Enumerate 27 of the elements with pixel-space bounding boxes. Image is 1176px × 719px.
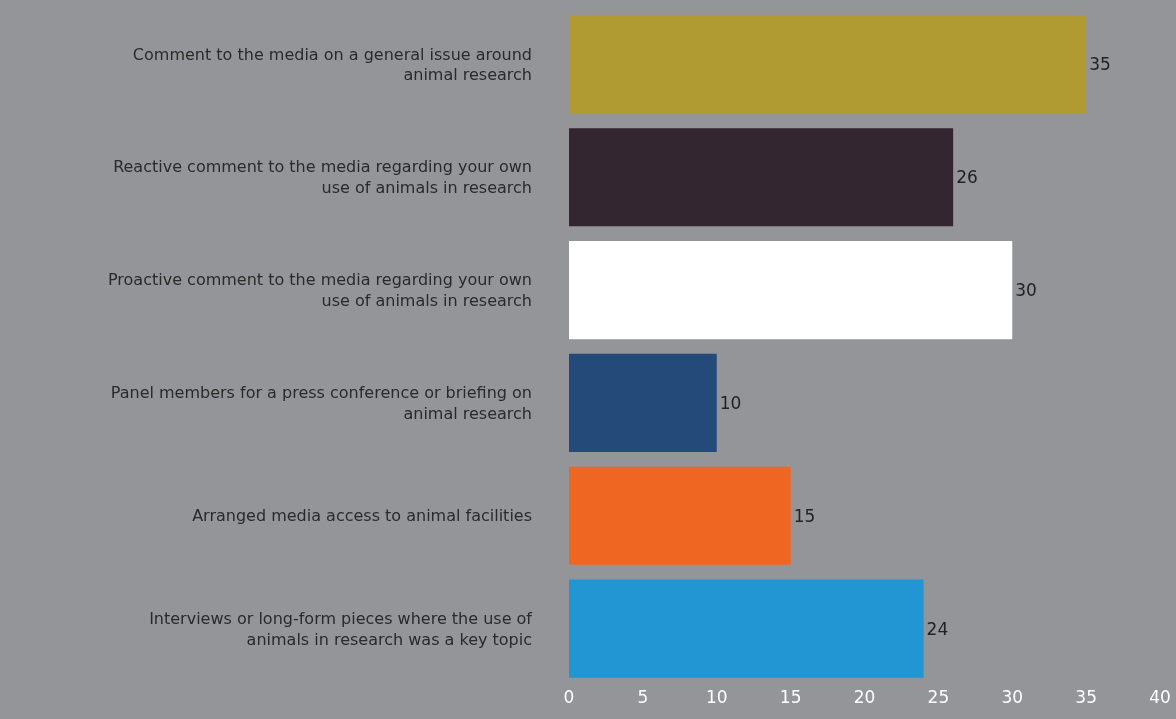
- bar: [569, 15, 1087, 114]
- y-tick-label: Reactive comment to the media regarding your own use of animals in research: [113, 157, 532, 198]
- x-tick-label: 5: [637, 687, 649, 707]
- data-label: 15: [793, 505, 816, 526]
- x-tick-label: 0: [563, 687, 575, 707]
- bar: [569, 128, 954, 227]
- data-label: 24: [926, 618, 949, 639]
- bar: [569, 579, 924, 678]
- x-tick-label: 15: [779, 687, 802, 707]
- x-tick-label: 30: [1001, 687, 1024, 707]
- bar: [569, 241, 1013, 340]
- y-tick-label: Interviews or long-form pieces where the use of animals in research was a key topic: [149, 608, 533, 649]
- bar: [569, 466, 791, 565]
- x-tick-label: 20: [853, 687, 876, 707]
- x-tick-label: 40: [1149, 687, 1171, 707]
- y-tick-label: Panel members for a press conference or briefing on animal research: [110, 383, 532, 423]
- bar: [569, 353, 717, 452]
- x-tick-label: 10: [705, 687, 728, 707]
- y-tick-label: Arranged media access to animal facilities: [192, 506, 532, 526]
- data-label: 35: [1089, 54, 1111, 75]
- y-tick-label: Comment to the media on a general issue around animal research: [132, 44, 532, 85]
- data-label: 30: [1015, 280, 1037, 301]
- data-label: 10: [719, 392, 742, 413]
- y-tick-label: Proactive comment to the media regarding your own use of animals in research: [107, 270, 532, 311]
- x-tick-label: 35: [1075, 687, 1097, 707]
- x-tick-label: 25: [927, 687, 950, 707]
- data-label: 26: [956, 167, 978, 188]
